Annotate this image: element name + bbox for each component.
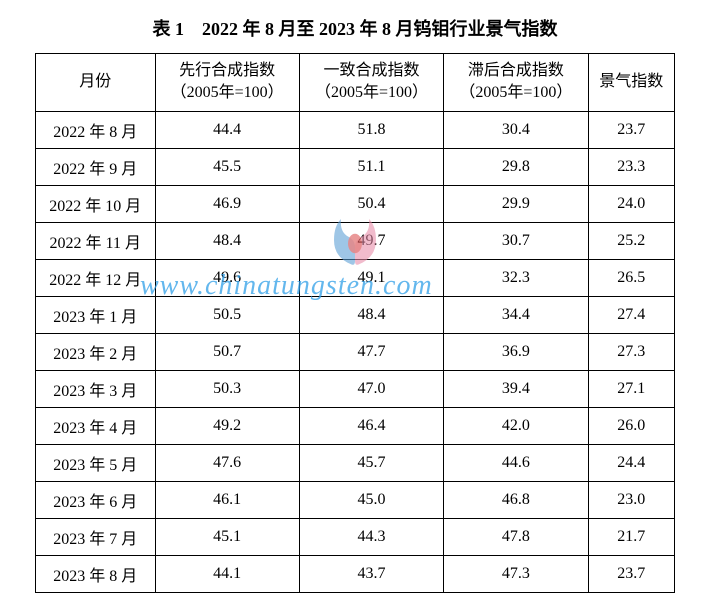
table-cell: 2023 年 5 月 [36,444,156,481]
table-row: 2023 年 5 月47.645.744.624.4 [36,444,675,481]
table-cell: 50.5 [155,296,299,333]
table-cell: 47.7 [299,333,443,370]
table-row: 2023 年 3 月50.347.039.427.1 [36,370,675,407]
data-table: 月份先行合成指数（2005年=100）一致合成指数（2005年=100）滞后合成… [35,53,675,593]
table-cell: 26.0 [588,407,674,444]
table-cell: 45.0 [299,481,443,518]
table-cell: 23.0 [588,481,674,518]
table-cell: 49.7 [299,222,443,259]
column-header-2: 一致合成指数（2005年=100） [299,54,443,112]
table-cell: 46.9 [155,185,299,222]
table-cell: 50.7 [155,333,299,370]
table-header-row: 月份先行合成指数（2005年=100）一致合成指数（2005年=100）滞后合成… [36,54,675,112]
table-row: 2023 年 6 月46.145.046.823.0 [36,481,675,518]
column-header-0: 月份 [36,54,156,112]
table-cell: 49.2 [155,407,299,444]
table-body: 2022 年 8 月44.451.830.423.72022 年 9 月45.5… [36,111,675,592]
table-cell: 45.5 [155,148,299,185]
table-title: 表 1 2022 年 8 月至 2023 年 8 月钨钼行业景气指数 [35,15,675,41]
table-cell: 50.3 [155,370,299,407]
table-cell: 30.7 [444,222,588,259]
table-row: 2022 年 9 月45.551.129.823.3 [36,148,675,185]
table-cell: 49.1 [299,259,443,296]
table-cell: 24.4 [588,444,674,481]
table-cell: 2022 年 11 月 [36,222,156,259]
table-cell: 32.3 [444,259,588,296]
table-cell: 42.0 [444,407,588,444]
table-cell: 2023 年 3 月 [36,370,156,407]
table-row: 2023 年 8 月44.143.747.323.7 [36,555,675,592]
table-cell: 44.3 [299,518,443,555]
table-cell: 44.4 [155,111,299,148]
table-cell: 27.3 [588,333,674,370]
table-cell: 47.6 [155,444,299,481]
table-cell: 23.3 [588,148,674,185]
table-row: 2022 年 12 月49.649.132.326.5 [36,259,675,296]
table-cell: 2023 年 6 月 [36,481,156,518]
table-row: 2022 年 11 月48.449.730.725.2 [36,222,675,259]
table-cell: 2022 年 10 月 [36,185,156,222]
table-row: 2023 年 2 月50.747.736.927.3 [36,333,675,370]
table-cell: 23.7 [588,555,674,592]
table-cell: 51.1 [299,148,443,185]
table-cell: 29.8 [444,148,588,185]
table-cell: 30.4 [444,111,588,148]
table-cell: 2023 年 2 月 [36,333,156,370]
table-cell: 26.5 [588,259,674,296]
table-cell: 21.7 [588,518,674,555]
table-cell: 39.4 [444,370,588,407]
table-cell: 29.9 [444,185,588,222]
table-row: 2023 年 7 月45.144.347.821.7 [36,518,675,555]
table-cell: 44.1 [155,555,299,592]
table-row: 2022 年 8 月44.451.830.423.7 [36,111,675,148]
table-cell: 24.0 [588,185,674,222]
table-row: 2022 年 10 月46.950.429.924.0 [36,185,675,222]
column-header-1: 先行合成指数（2005年=100） [155,54,299,112]
table-cell: 2023 年 1 月 [36,296,156,333]
table-cell: 25.2 [588,222,674,259]
table-cell: 46.1 [155,481,299,518]
table-cell: 48.4 [299,296,443,333]
table-cell: 46.8 [444,481,588,518]
table-cell: 2022 年 12 月 [36,259,156,296]
table-row: 2023 年 4 月49.246.442.026.0 [36,407,675,444]
table-cell: 43.7 [299,555,443,592]
table-cell: 51.8 [299,111,443,148]
table-cell: 44.6 [444,444,588,481]
column-header-4: 景气指数 [588,54,674,112]
column-header-3: 滞后合成指数（2005年=100） [444,54,588,112]
table-cell: 48.4 [155,222,299,259]
table-cell: 49.6 [155,259,299,296]
table-cell: 47.8 [444,518,588,555]
table-cell: 50.4 [299,185,443,222]
table-cell: 2023 年 4 月 [36,407,156,444]
table-cell: 2022 年 8 月 [36,111,156,148]
table-cell: 47.0 [299,370,443,407]
table-cell: 45.1 [155,518,299,555]
table-cell: 47.3 [444,555,588,592]
table-cell: 45.7 [299,444,443,481]
table-cell: 23.7 [588,111,674,148]
table-cell: 2023 年 7 月 [36,518,156,555]
table-cell: 2023 年 8 月 [36,555,156,592]
table-row: 2023 年 1 月50.548.434.427.4 [36,296,675,333]
table-cell: 34.4 [444,296,588,333]
table-cell: 27.1 [588,370,674,407]
table-cell: 46.4 [299,407,443,444]
table-cell: 27.4 [588,296,674,333]
table-cell: 36.9 [444,333,588,370]
table-cell: 2022 年 9 月 [36,148,156,185]
